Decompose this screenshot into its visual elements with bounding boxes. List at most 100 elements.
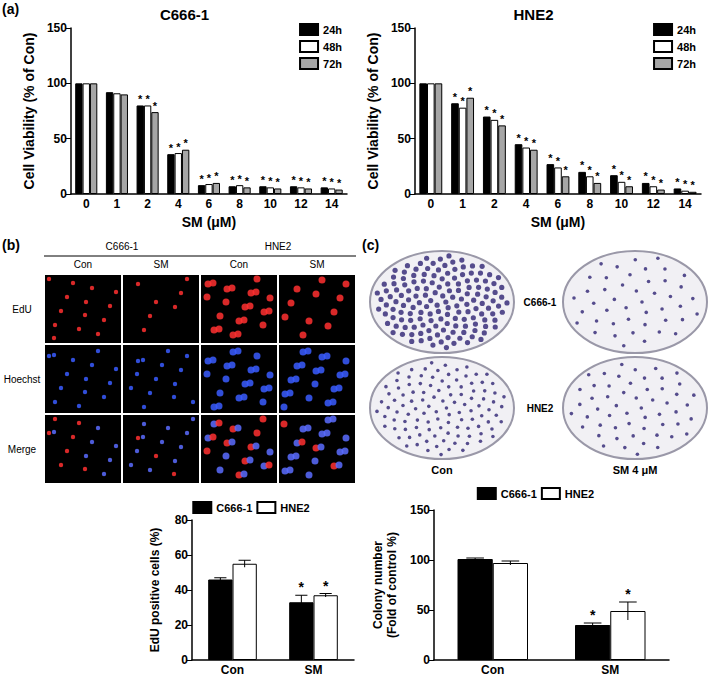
svg-text:*: *: [199, 173, 204, 185]
svg-text:*: *: [468, 85, 473, 97]
svg-text:*: *: [323, 578, 329, 594]
svg-text:HNE2: HNE2: [280, 502, 309, 514]
svg-text:150: 150: [47, 21, 67, 35]
svg-text:8: 8: [236, 197, 243, 211]
svg-text:10: 10: [615, 197, 629, 211]
svg-text:SM: SM: [305, 663, 323, 677]
svg-text:*: *: [138, 93, 143, 105]
svg-text:HNE2: HNE2: [527, 403, 554, 414]
svg-text:(a): (a): [2, 1, 19, 17]
svg-text:0: 0: [83, 197, 90, 211]
svg-text:2: 2: [144, 197, 151, 211]
svg-text:72h: 72h: [677, 58, 696, 70]
svg-text:60: 60: [175, 548, 189, 562]
svg-text:*: *: [492, 107, 497, 119]
svg-text:*: *: [532, 137, 537, 149]
svg-text:SM: SM: [310, 259, 325, 270]
svg-text:*: *: [627, 174, 632, 186]
svg-text:*: *: [245, 175, 250, 187]
svg-text:Merge: Merge: [8, 444, 37, 455]
svg-text:14: 14: [325, 197, 339, 211]
svg-text:*: *: [299, 175, 304, 187]
svg-text:0: 0: [404, 187, 411, 201]
svg-text:*: *: [588, 164, 593, 176]
svg-text:EdU: EdU: [12, 304, 31, 315]
svg-text:(Fold of control %): (Fold of control %): [385, 532, 399, 638]
svg-text:EdU positive cells (%): EdU positive cells (%): [148, 528, 162, 653]
svg-text:*: *: [322, 175, 327, 187]
svg-text:4: 4: [175, 197, 182, 211]
svg-text:50: 50: [54, 132, 68, 146]
svg-text:2: 2: [491, 197, 498, 211]
svg-text:48h: 48h: [323, 41, 342, 53]
svg-text:SM: SM: [601, 663, 619, 677]
svg-text:SM: SM: [154, 259, 169, 270]
svg-text:40: 40: [175, 583, 189, 597]
svg-text:*: *: [337, 177, 342, 189]
svg-text:C666-1: C666-1: [160, 6, 209, 23]
svg-text:*: *: [595, 170, 600, 182]
svg-text:*: *: [556, 155, 561, 167]
svg-text:Colony number: Colony number: [371, 541, 385, 629]
svg-text:*: *: [548, 152, 553, 164]
svg-text:*: *: [500, 113, 505, 125]
svg-text:*: *: [625, 586, 631, 602]
svg-text:*: *: [306, 176, 311, 188]
svg-text:24h: 24h: [677, 24, 696, 36]
svg-text:80: 80: [175, 513, 189, 527]
svg-text:0: 0: [427, 197, 434, 211]
svg-text:100: 100: [47, 76, 67, 90]
svg-text:*: *: [619, 169, 624, 181]
svg-text:SM (μM): SM (μM): [531, 214, 585, 230]
svg-text:*: *: [651, 174, 656, 186]
svg-text:0: 0: [423, 653, 430, 667]
svg-text:*: *: [485, 104, 490, 116]
svg-text:150: 150: [391, 21, 411, 35]
svg-text:*: *: [580, 159, 585, 171]
svg-text:*: *: [261, 174, 266, 186]
svg-text:*: *: [691, 179, 696, 191]
svg-text:6: 6: [555, 197, 562, 211]
svg-text:C666-1: C666-1: [216, 502, 252, 514]
svg-text:1: 1: [459, 197, 466, 211]
svg-text:0: 0: [181, 653, 188, 667]
svg-text:*: *: [524, 135, 529, 147]
svg-text:24h: 24h: [323, 24, 342, 36]
svg-text:*: *: [659, 177, 664, 189]
svg-text:*: *: [276, 176, 281, 188]
svg-text:HNE2: HNE2: [565, 488, 594, 500]
svg-text:Hoechst: Hoechst: [4, 374, 41, 385]
svg-text:48h: 48h: [677, 41, 696, 53]
svg-text:*: *: [330, 176, 335, 188]
svg-text:10: 10: [264, 197, 278, 211]
svg-text:*: *: [268, 175, 273, 187]
svg-text:C666-1: C666-1: [501, 488, 537, 500]
svg-text:*: *: [460, 95, 465, 107]
svg-text:1: 1: [114, 197, 121, 211]
svg-text:72h: 72h: [323, 58, 342, 70]
svg-text:Con: Con: [481, 663, 504, 677]
svg-text:*: *: [675, 176, 680, 188]
svg-text:*: *: [153, 100, 158, 112]
svg-text:Cell Viability (% of Con): Cell Viability (% of Con): [21, 33, 37, 190]
svg-text:SM 4 μM: SM 4 μM: [613, 464, 658, 476]
svg-text:14: 14: [678, 197, 692, 211]
svg-text:*: *: [169, 142, 174, 154]
svg-text:50: 50: [398, 132, 412, 146]
svg-text:*: *: [612, 163, 617, 175]
svg-text:(b): (b): [2, 237, 20, 253]
svg-text:Con: Con: [230, 259, 248, 270]
svg-text:Con: Con: [74, 259, 92, 270]
svg-text:100: 100: [410, 553, 430, 567]
svg-text:6: 6: [206, 197, 213, 211]
svg-text:12: 12: [647, 197, 661, 211]
svg-text:50: 50: [417, 603, 431, 617]
svg-text:4: 4: [523, 197, 530, 211]
svg-text:20: 20: [175, 618, 189, 632]
svg-text:(c): (c): [362, 237, 379, 253]
svg-text:*: *: [563, 164, 568, 176]
svg-text:HNE2: HNE2: [513, 6, 553, 23]
svg-text:150: 150: [410, 503, 430, 517]
svg-text:12: 12: [294, 197, 308, 211]
svg-text:SM (μM): SM (μM): [182, 214, 236, 230]
